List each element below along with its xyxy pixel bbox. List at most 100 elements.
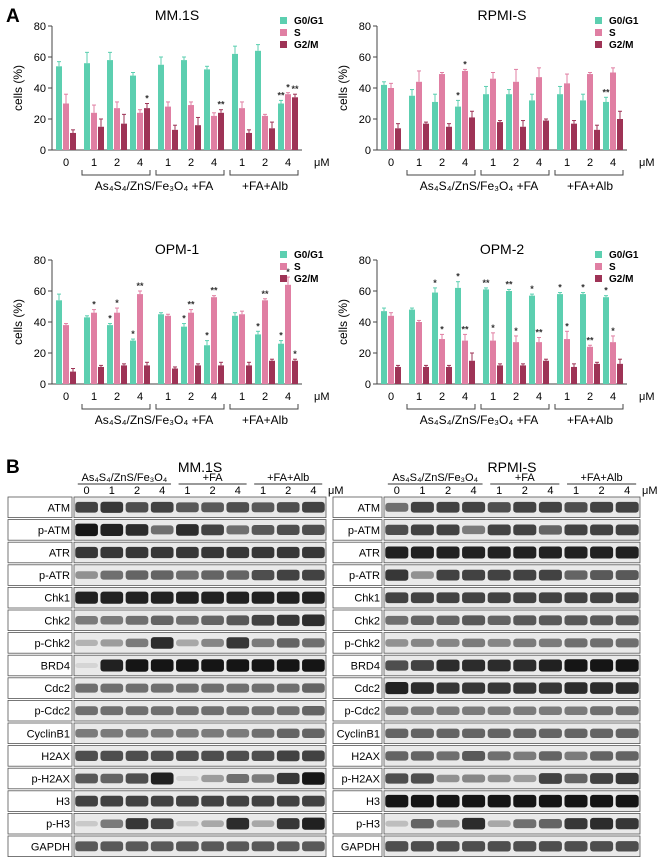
blot-band [226,841,250,852]
y-tick-label: 0 [40,379,46,391]
blot-band [75,795,98,807]
group-label: +FA+Alb [567,413,613,427]
blot-row-label: ATM [358,502,380,514]
blot-band [615,615,639,626]
blot-band [150,683,174,693]
blot-strip [73,722,327,745]
blot-band [538,728,562,738]
blot-band [176,795,199,807]
bar-g2-m [121,123,127,150]
bar-g0-g1 [409,309,415,384]
blot-band [538,706,562,715]
bar-g0-g1 [232,315,238,384]
blot-band [564,773,588,784]
blot-band [251,728,275,738]
blot-band [302,546,325,559]
blot-band [100,706,124,716]
bar-g0-g1 [181,60,187,150]
bar-s [490,78,496,150]
x-tick-label: 4 [610,391,616,403]
blot-band [251,706,275,716]
legend-swatch [280,41,287,48]
blot-band [125,818,149,830]
blot-band [150,841,174,852]
blot-band [201,615,224,625]
blot-band [251,795,275,807]
blot-label-box [7,519,73,541]
x-tick-label: 1 [165,157,171,169]
bar-g2-m [497,365,503,384]
bar-g2-m [594,129,600,150]
group-bracket [480,170,550,176]
blot-band [487,592,511,604]
x-tick-label: 4 [610,157,616,169]
blot-band [513,592,537,604]
blot-band [251,524,275,535]
blot-label-box [7,632,73,654]
blot-band [176,570,199,580]
bar-g2-m [446,366,452,384]
bar-s [91,312,97,384]
legend-label: G2/M [609,274,633,285]
blot-band [436,615,460,625]
bar-g2-m [543,360,549,384]
x-tick-label: 0 [388,391,394,403]
blot-band [385,524,409,536]
significance-marker: ** [461,324,469,334]
x-tick-label: 1 [416,157,422,169]
unit-label: μM [314,157,330,169]
blot-row-label: H2AX [41,751,70,763]
legend-swatch [595,17,602,24]
bar-g2-m [98,366,104,384]
bar-s [91,112,97,150]
bar-g0-g1 [255,50,261,150]
legend-swatch [280,263,287,270]
blot-lane-label: 2 [445,485,451,497]
bar-s [137,294,143,384]
blot-panel-0: MM.1S As₄S₄/ZnS/Fe₃O₄ +FA +FA+Alb 0 1 2 4 1 2 4 1 2 4… [7,459,344,858]
bar-s [114,312,120,384]
y-tick-label: 80 [34,21,46,33]
blot-band [302,772,325,785]
blot-row-label: p-H2AX [31,774,70,786]
blot-band [436,774,460,783]
x-tick-label: 2 [188,157,194,169]
x-tick-label: 2 [114,157,120,169]
blot-band [615,592,639,604]
x-tick-label: 4 [137,391,143,403]
blot-row-label: GAPDH [31,841,70,853]
blot-row-label: p-Cdc2 [35,706,70,718]
x-tick-label: 2 [513,391,519,403]
bar-g2-m [144,365,150,384]
bar-g0-g1 [84,317,90,384]
bar-g2-m [446,126,452,150]
bar-g2-m [543,120,549,150]
blot-lane-label: 4 [159,485,165,497]
blot-row-label: Chk1 [44,593,70,605]
blot-band [125,591,149,604]
blot-band [410,773,434,784]
bar-s [416,81,422,150]
blot-band [564,638,588,648]
blot-group-label: +FA [515,472,536,484]
bar-s [513,342,519,384]
bar-g0-g1 [181,326,187,384]
significance-marker: ** [482,278,490,288]
blot-group-label: +FA+Alb [580,472,622,484]
significance-marker: * [92,300,96,310]
blot-band [176,502,199,513]
blot-band [226,591,250,604]
blot-row-label: p-H3 [46,819,70,831]
blot-band [385,706,409,715]
x-tick-label: 2 [513,157,519,169]
y-axis-label: cells (%) [336,65,350,111]
blot-band [176,706,199,716]
bar-g0-g1 [455,106,461,150]
bar-g2-m [469,360,475,384]
blot-band [462,659,486,672]
y-tick-label: 60 [34,52,46,64]
blot-lane-label: 4 [235,485,241,497]
bar-s [285,284,291,384]
blot-lane-label: 2 [210,485,216,497]
